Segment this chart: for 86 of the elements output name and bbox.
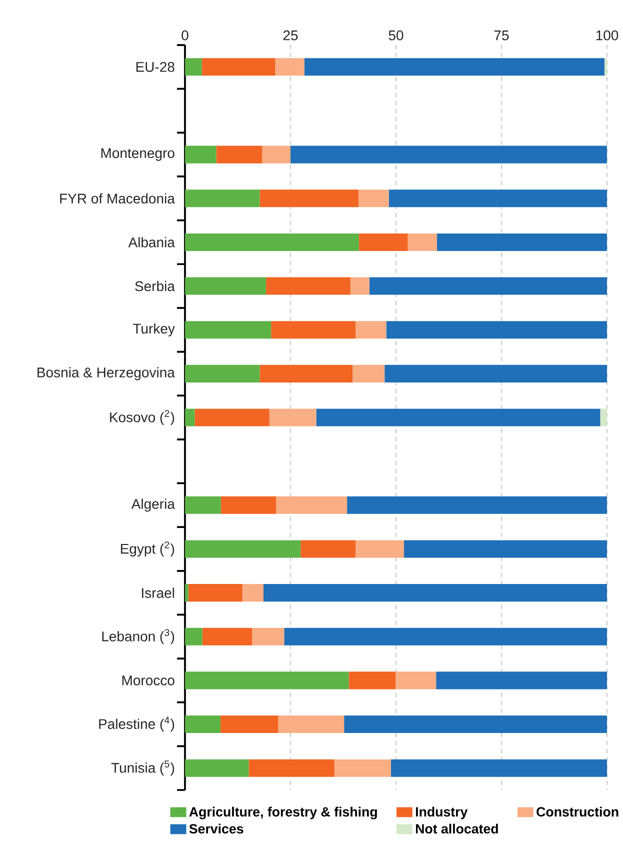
bar [404,540,607,558]
bar [262,146,290,164]
y-tick-label: Palestine ($^{4}$) [99,716,174,732]
bar [390,759,607,777]
bar [316,408,600,426]
y-tick-label: Egypt ($^{2}$) [120,541,174,556]
bar [358,190,389,208]
bar [184,628,202,646]
legend-label: Agriculture, forestry & fishing [189,806,377,820]
y-tick-label: Algeria [131,498,175,512]
bar [334,759,391,777]
x-tick-label: 0 [182,30,188,40]
bar [202,628,252,646]
bar [290,146,607,164]
x-tick-label: 75 [494,30,509,40]
y-tick-label: Kosovo ($^{2}$) [110,410,174,426]
bar [358,233,408,251]
bar [184,408,195,426]
bar [284,628,607,646]
bar [266,277,350,295]
bar [242,584,264,602]
bar [188,584,242,602]
y-tick-label: Tunisia ($^{5}$) [111,760,174,776]
bar [184,364,260,382]
bar [386,321,607,339]
x-tick-label: 50 [388,30,404,40]
legend-label: Construction [536,806,618,817]
bar [350,277,370,295]
bar [184,496,221,514]
bar [184,716,220,734]
y-tick-label: EU-28 [136,62,174,72]
bar [304,58,604,76]
y-tick-label: Montenegro [101,148,174,161]
x-tick-label: 100 [596,30,618,40]
bar [436,672,607,690]
bar [384,364,607,382]
y-tick-label: FYR of Macedonia [60,193,175,204]
bar [269,408,316,426]
bar [300,540,356,558]
x-tick-label: 25 [283,30,298,40]
bar [184,540,301,558]
y-tick-label: Israel [142,588,174,598]
bar [260,364,353,382]
y-tick-label: Morocco [122,676,174,686]
legend-label: Industry [416,806,468,820]
bar [184,321,272,339]
bar [184,146,216,164]
bar [436,233,607,251]
legend-label: Not allocated [416,824,498,834]
bar [248,759,334,777]
y-tick-label: Albania [128,237,175,248]
bar [220,716,278,734]
bar [184,190,260,208]
bar [348,672,396,690]
bar [184,277,266,295]
bar [194,408,270,426]
y-tick-label: Turkey [133,323,175,336]
bar [216,146,262,164]
bar [276,496,348,514]
bar [220,496,276,514]
bar [352,364,385,382]
bar [184,584,188,602]
bar [408,233,437,251]
bar [184,672,349,690]
bar [600,408,607,426]
bar [355,321,386,339]
bar [252,628,284,646]
bar [355,540,404,558]
bar [184,233,359,251]
bar [347,496,607,514]
bar [271,321,356,339]
y-tick-label: Serbia [135,280,175,292]
bar [263,584,607,602]
bar [396,672,436,690]
bar [369,277,607,295]
bar [275,58,304,76]
bar [278,716,344,734]
bar [388,190,607,208]
bar [260,190,358,208]
bar [202,58,276,76]
legend-label: Services [189,824,244,834]
bar [184,759,249,777]
bar [344,716,607,734]
y-tick-label: Bosnia & Herzegovina [38,367,175,380]
bar [184,58,202,76]
y-tick-label: Lebanon ($^{3}$) [102,629,174,644]
